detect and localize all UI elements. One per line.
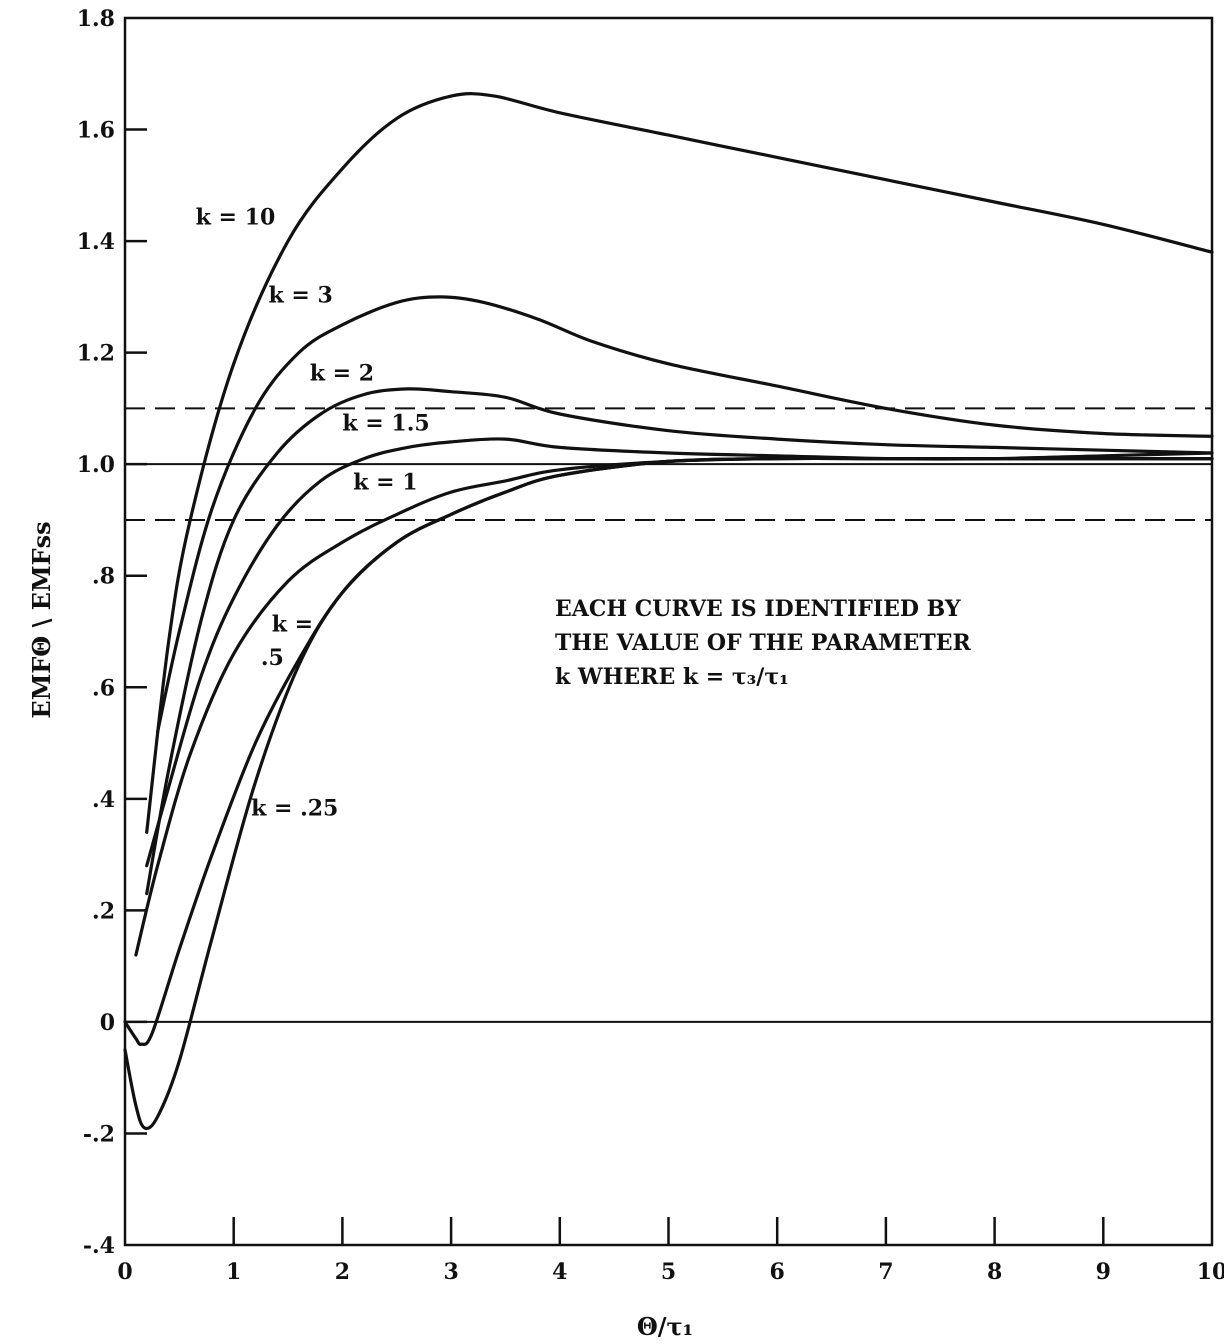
y-tick-label: .8	[92, 564, 115, 590]
x-tick-label: 1	[226, 1259, 241, 1285]
y-tick-label: 0	[100, 1010, 115, 1036]
y-tick-label: 1.6	[77, 118, 115, 144]
x-tick-label: 10	[1197, 1259, 1224, 1285]
y-axis-title: EMFΘ \ EMFss	[27, 521, 56, 718]
y-tick-label: .6	[92, 675, 115, 701]
series-label: k = 1.5	[342, 411, 429, 437]
x-tick-label: 9	[1096, 1259, 1111, 1285]
y-tick-label: -.2	[83, 1121, 115, 1147]
series-label: k = 1	[353, 469, 417, 495]
series-label: k = 10	[196, 204, 276, 230]
x-tick-label: 6	[770, 1259, 785, 1285]
series-line	[156, 295, 1214, 734]
annotation-block: EACH CURVE IS IDENTIFIED BY THE VALUE OF…	[555, 596, 972, 690]
annotation-line-1: EACH CURVE IS IDENTIFIED BY	[555, 596, 961, 622]
series-label: .5	[261, 645, 284, 671]
x-tick-label: 7	[878, 1259, 893, 1285]
y-tick-label: 1.2	[77, 341, 115, 367]
series-line	[134, 456, 1214, 957]
annotation-line-2: THE VALUE OF THE PARAMETER	[555, 630, 972, 656]
y-tick-label: .4	[92, 787, 115, 813]
x-tick-label: 0	[117, 1259, 132, 1285]
series-line	[145, 92, 1214, 834]
series-label: k = 2	[310, 361, 374, 387]
y-tick-label: -.4	[83, 1233, 115, 1259]
y-tick-label: 1.0	[77, 452, 115, 478]
x-tick-label: 2	[335, 1259, 350, 1285]
series-line	[123, 456, 1214, 1047]
x-tick-label: 4	[552, 1259, 567, 1285]
series-label: k = .25	[251, 796, 338, 822]
series-line	[145, 387, 1214, 896]
y-tick-label: 1.4	[77, 229, 115, 255]
series-label: k = 3	[268, 282, 332, 308]
series-line	[123, 456, 1214, 1131]
y-tick-label: .2	[92, 898, 115, 924]
series-label: k =	[272, 612, 313, 638]
x-tick-label: 3	[443, 1259, 458, 1285]
x-tick-label: 5	[661, 1259, 676, 1285]
x-tick-label: 8	[987, 1259, 1002, 1285]
y-tick-label: 1.8	[77, 6, 115, 32]
x-axis-title: Θ/τ₁	[637, 1312, 693, 1341]
annotation-line-3: k WHERE k = τ₃/τ₁	[555, 664, 789, 690]
